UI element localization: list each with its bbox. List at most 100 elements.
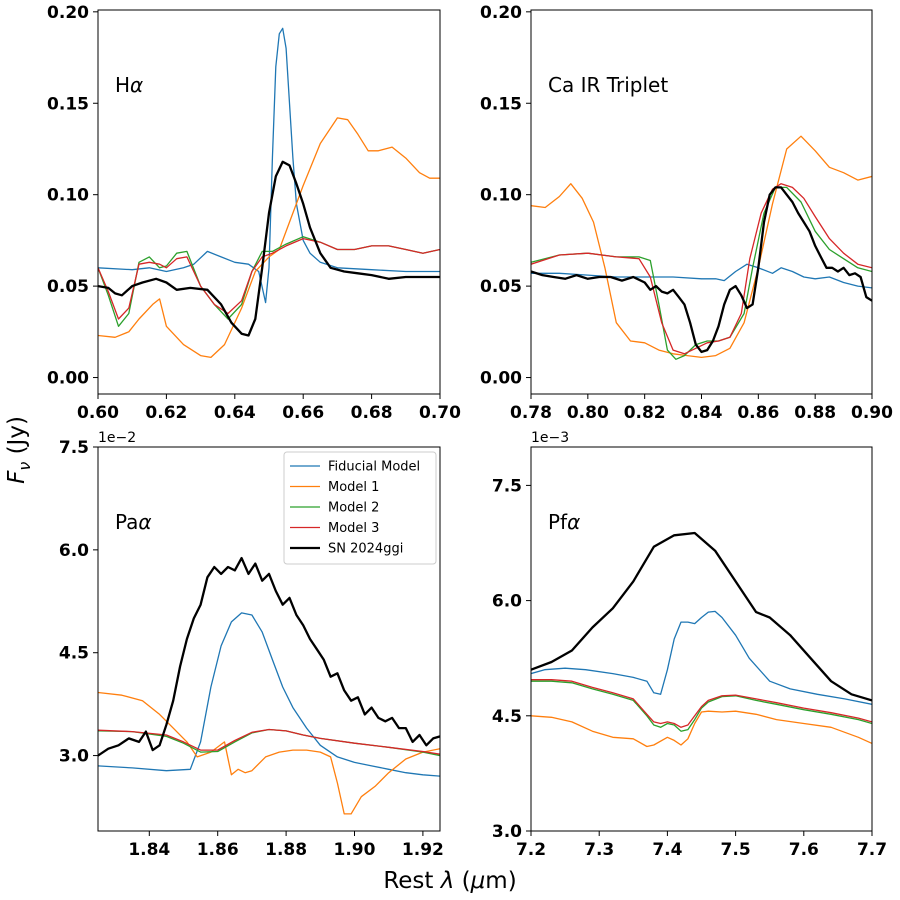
y-tick-label: 0.20 — [480, 3, 522, 23]
y-offset-label: 1e−2 — [98, 430, 136, 446]
legend-entry-label: Model 2 — [328, 501, 379, 516]
panel-title-pf-alpha: Pfα — [548, 510, 580, 534]
panel-pa-alpha: 1.84 1.86 1.88 1.90 1.92 3.0 4.5 6.0 7.5 1e−2 Paα — [59, 430, 444, 860]
panel-title-greek: α — [567, 510, 580, 534]
series-line-sn-2024ggi — [531, 531, 872, 702]
x-axis-label-end: m) — [485, 868, 516, 894]
series-line-model-1 — [531, 135, 872, 359]
y-tick-label: 0.00 — [480, 369, 522, 389]
y-tick-label: 0.05 — [480, 277, 522, 297]
panel-ca-ir-triplet: 0.78 0.80 0.82 0.84 0.86 0.88 0.90 0.00 0.05 0.10… — [480, 3, 893, 423]
x-tick-label: 7.7 — [857, 840, 887, 860]
x-tick-label: 0.90 — [851, 403, 893, 423]
y-tick-label: 0.20 — [47, 3, 89, 23]
x-axis-label-mu: μ — [470, 868, 486, 894]
series-line-sn-2024ggi — [531, 186, 872, 354]
series-line-sn-2024ggi — [98, 160, 440, 337]
series-line-model-1 — [98, 691, 440, 815]
x-tick-label: 0.88 — [794, 403, 836, 423]
x-tick-label: 7.5 — [721, 840, 751, 860]
x-tick-label: 1.84 — [128, 840, 170, 860]
y-tick-label: 6.0 — [492, 592, 522, 612]
y-tick-label: 4.5 — [59, 644, 89, 664]
panel-title-main: Pa — [115, 510, 138, 534]
x-tick-label: 1.90 — [334, 840, 376, 860]
y-tick-label: 6.0 — [59, 541, 89, 561]
x-tick-label: 7.4 — [652, 840, 682, 860]
y-axis-label-sub: ν — [15, 462, 34, 471]
x-tick-label: 1.86 — [197, 840, 239, 860]
legend-entry-label: Model 1 — [328, 480, 379, 495]
x-tick-label: 0.80 — [567, 403, 609, 423]
series-line-sn-2024ggi — [98, 556, 440, 757]
series-line-model-1 — [98, 117, 440, 359]
series-line-fiducial-model — [531, 610, 872, 705]
x-tick-label: 0.64 — [214, 403, 256, 423]
x-axis-label-pre: Rest — [383, 868, 440, 894]
x-tick-label: 1.92 — [402, 840, 444, 860]
legend-entry-label: SN 2024ggi — [328, 542, 403, 557]
y-axis-label: Fν (Jy) — [4, 416, 34, 484]
panel-title-greek: α — [130, 73, 143, 97]
panel-title-greek: α — [138, 510, 151, 534]
y-tick-label: 7.5 — [59, 438, 89, 458]
x-tick-label: 0.86 — [737, 403, 779, 423]
x-tick-label: 0.70 — [419, 403, 461, 423]
x-tick-label: 7.2 — [516, 840, 546, 860]
series-group — [98, 556, 440, 815]
series-group — [531, 531, 872, 748]
panel-title-pa-alpha: Paα — [115, 510, 152, 534]
panel-pf-alpha: 7.2 7.3 7.4 7.5 7.6 7.7 3.0 4.5 6.0 7.5 1e−3 Pfα — [492, 430, 887, 860]
legend: Fiducial Model Model 1 Model 2 Model 3 SN 20… — [283, 451, 437, 565]
x-tick-label: 1.88 — [265, 840, 307, 860]
panel-title-ca-ir-triplet: Ca IR Triplet — [548, 73, 668, 97]
series-line-model-3 — [531, 679, 872, 728]
y-axis-label-unit: (Jy) — [4, 416, 30, 462]
y-tick-label: 0.10 — [47, 186, 89, 206]
x-axis-label-post: ( — [454, 868, 470, 894]
panel-title-h-alpha: Hα — [115, 73, 143, 97]
x-tick-label: 0.66 — [282, 403, 324, 423]
series-group — [531, 135, 872, 360]
legend-entry-label: Fiducial Model — [328, 460, 420, 475]
series-line-fiducial-model — [98, 27, 440, 304]
y-tick-label: 3.0 — [492, 822, 522, 842]
y-tick-label: 0.05 — [47, 277, 89, 297]
panel-title-main: H — [115, 73, 130, 97]
series-line-model-2 — [531, 680, 872, 732]
axes-frame — [97, 9, 441, 395]
y-tick-label: 0.15 — [47, 94, 89, 114]
x-tick-label: 0.62 — [145, 403, 187, 423]
y-tick-label: 4.5 — [492, 707, 522, 727]
x-tick-label: 0.60 — [77, 403, 119, 423]
y-tick-label: 0.10 — [480, 186, 522, 206]
x-tick-label: 0.78 — [510, 403, 552, 423]
x-tick-label: 0.68 — [351, 403, 393, 423]
y-tick-label: 3.0 — [59, 747, 89, 767]
x-tick-label: 0.82 — [624, 403, 666, 423]
x-axis-label: Rest λ (μm) — [383, 868, 516, 894]
panel-h-alpha: 0.60 0.62 0.64 0.66 0.68 0.70 0.00 0.05 0.10 0.15… — [47, 3, 461, 423]
x-tick-label: 7.3 — [584, 840, 614, 860]
y-axis-label-main: F — [4, 470, 30, 484]
legend-entry-label: Model 3 — [328, 521, 379, 536]
y-tick-label: 0.15 — [480, 94, 522, 114]
series-line-model-3 — [98, 728, 440, 755]
y-tick-label: 0.00 — [47, 369, 89, 389]
legend-frame — [283, 451, 437, 565]
axes-frame — [97, 446, 441, 832]
series-line-model-1 — [531, 710, 872, 748]
series-group — [98, 27, 440, 359]
y-offset-label: 1e−3 — [531, 430, 569, 446]
axes-frame — [530, 446, 873, 832]
series-line-model-3 — [531, 183, 872, 355]
panel-title-main: Pf — [548, 510, 568, 534]
x-tick-label: 7.6 — [789, 840, 819, 860]
y-tick-label: 7.5 — [492, 476, 522, 496]
x-axis-label-lambda: λ — [439, 868, 455, 894]
series-line-fiducial-model — [531, 263, 872, 289]
series-line-model-3 — [98, 237, 440, 320]
x-tick-label: 0.84 — [681, 403, 723, 423]
